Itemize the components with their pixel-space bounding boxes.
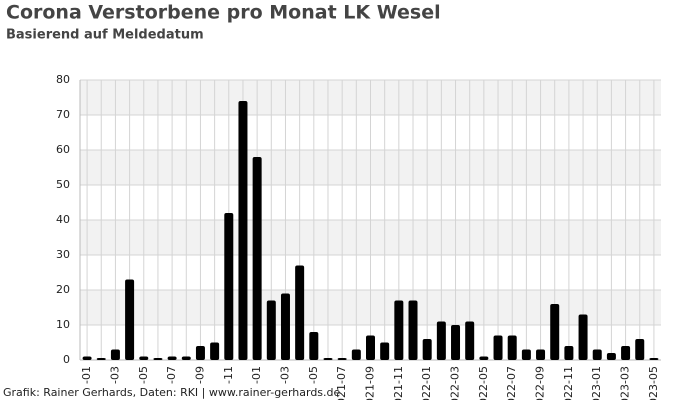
bar bbox=[153, 358, 163, 360]
bar bbox=[550, 304, 560, 360]
chart-title: Corona Verstorbene pro Monat LK Wesel bbox=[6, 2, 441, 24]
y-tick-label: 30 bbox=[56, 248, 70, 261]
bar bbox=[422, 339, 432, 360]
bar bbox=[493, 335, 503, 360]
footer: Grafik: Rainer Gerhards, Daten: RKI | ww… bbox=[3, 386, 341, 399]
bar bbox=[125, 279, 135, 360]
bar bbox=[323, 358, 333, 360]
bar bbox=[139, 356, 149, 360]
bar bbox=[649, 358, 659, 360]
footer-bg bbox=[0, 384, 330, 400]
bar bbox=[266, 300, 276, 360]
x-tick-label: 2022-05 bbox=[477, 366, 490, 400]
bar bbox=[507, 335, 517, 360]
bar bbox=[592, 349, 602, 360]
bar bbox=[394, 300, 404, 360]
x-tick-label: 2021-07 bbox=[335, 366, 348, 400]
y-tick-label: 60 bbox=[56, 143, 70, 156]
x-tick-label: 2022-09 bbox=[534, 366, 547, 400]
y-tick-label: 10 bbox=[56, 318, 70, 331]
x-tick-label: 2022-01 bbox=[420, 366, 433, 400]
bar bbox=[366, 335, 375, 360]
y-tick-label: 0 bbox=[63, 353, 70, 366]
x-tick-label: 2022-03 bbox=[449, 366, 462, 400]
bar bbox=[252, 157, 262, 360]
bar bbox=[606, 353, 616, 360]
bar bbox=[195, 346, 205, 360]
bar bbox=[181, 356, 191, 360]
bar bbox=[110, 349, 120, 360]
bar bbox=[210, 342, 220, 360]
x-tick-label: 2023-01 bbox=[590, 366, 603, 400]
bar bbox=[380, 342, 390, 360]
bar bbox=[309, 332, 319, 360]
x-tick-label: 2022-07 bbox=[505, 366, 518, 400]
bar bbox=[521, 349, 531, 360]
bar bbox=[621, 346, 631, 360]
y-tick-label: 70 bbox=[56, 108, 70, 121]
bar bbox=[408, 300, 418, 360]
bar bbox=[280, 293, 290, 360]
bar bbox=[351, 349, 361, 360]
y-tick-label: 50 bbox=[56, 178, 70, 191]
bar bbox=[238, 101, 248, 360]
bar bbox=[635, 339, 645, 360]
bar bbox=[536, 349, 546, 360]
bar bbox=[578, 314, 588, 360]
bar bbox=[451, 325, 461, 360]
bar bbox=[436, 321, 446, 360]
x-tick-label: 2022-11 bbox=[562, 366, 575, 400]
bar bbox=[167, 356, 177, 360]
bar bbox=[295, 265, 305, 360]
y-tick-label: 40 bbox=[56, 213, 70, 226]
x-tick-label: 2023-03 bbox=[619, 366, 632, 400]
x-tick-label: 2021-09 bbox=[364, 366, 377, 400]
y-tick-label: 20 bbox=[56, 283, 70, 296]
bar bbox=[96, 358, 106, 360]
y-tick-label: 80 bbox=[56, 73, 70, 86]
bar bbox=[479, 356, 489, 360]
bar bbox=[465, 321, 475, 360]
x-tick-label: 2023-05 bbox=[647, 366, 660, 400]
bar bbox=[82, 356, 92, 360]
bar bbox=[337, 358, 347, 360]
chart-subtitle: Basierend auf Meldedatum bbox=[6, 28, 204, 43]
x-tick-label: 2021-11 bbox=[392, 366, 405, 400]
bar bbox=[224, 213, 234, 360]
bar bbox=[564, 346, 574, 360]
